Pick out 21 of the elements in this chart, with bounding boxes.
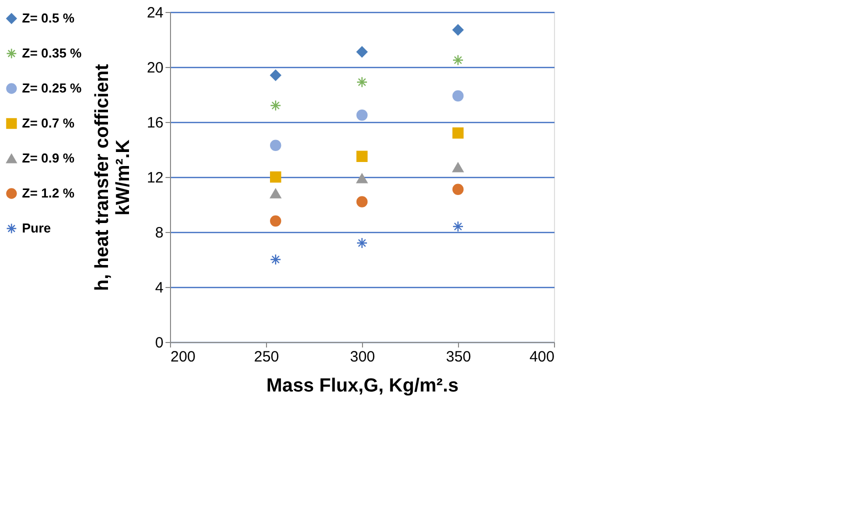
y-axis-title: h, heat transfer cofficient kW/m².K bbox=[92, 63, 134, 291]
y-tick-label: 24 bbox=[146, 4, 164, 22]
legend-label: Z= 0.35 % bbox=[22, 46, 82, 60]
legend-label: Z= 0.5 % bbox=[22, 10, 75, 26]
y-tick-label: 16 bbox=[146, 114, 164, 132]
legend-label: Z= 0.9 % bbox=[22, 150, 75, 166]
legend-label: Z= 0.25 % bbox=[22, 80, 82, 96]
x-tick-label: 200 bbox=[170, 348, 196, 366]
y-tick-label: 12 bbox=[146, 170, 164, 186]
x-tick-label: 350 bbox=[446, 348, 472, 366]
x-tick-label: 300 bbox=[350, 348, 376, 366]
x-axis-title: Mass Flux,G, Kg/m².s bbox=[266, 376, 459, 396]
y-tick-label: 8 bbox=[155, 224, 164, 242]
x-tick-label: 250 bbox=[254, 348, 280, 366]
legend-label: Z= 0.7 % bbox=[22, 116, 75, 130]
y-tick-label: 20 bbox=[146, 60, 164, 76]
y-tick-label: 0 bbox=[155, 334, 164, 352]
x-tick-label: 400 bbox=[529, 348, 554, 366]
y-tick-label: 4 bbox=[155, 280, 164, 296]
legend-label: Z= 1.2 % bbox=[22, 186, 75, 200]
legend-label: Pure bbox=[22, 220, 51, 236]
